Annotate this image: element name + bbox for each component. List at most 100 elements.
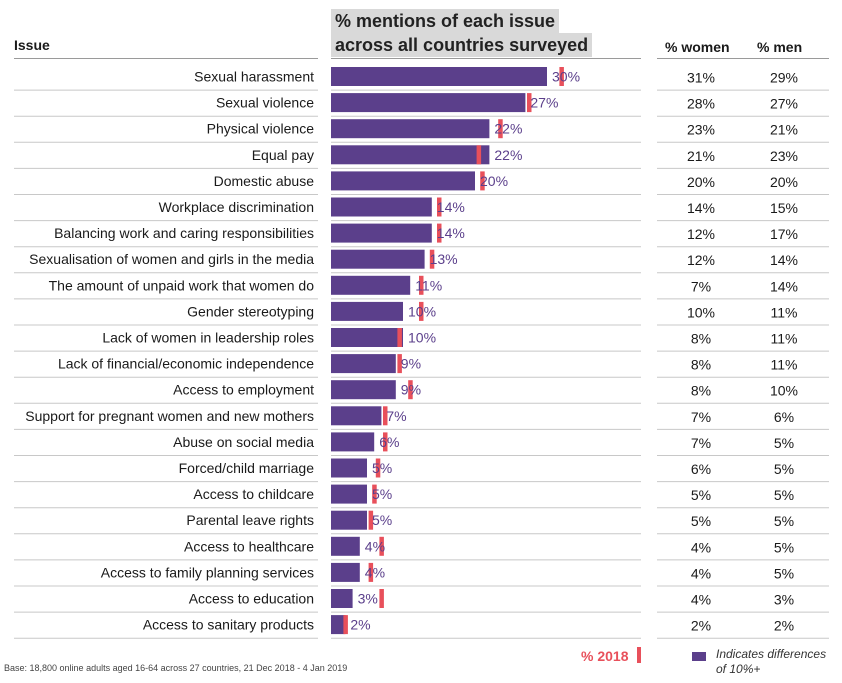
chart-title-line-2: across all countries surveyed [331,33,593,57]
value-label-row-8: 13% [430,251,458,267]
women-value-row-12: 8% [691,357,711,373]
value-label-row-12: 9% [401,356,421,372]
legend-2018-label: % 2018 [581,648,629,664]
women-value-row-18: 5% [691,513,711,529]
women-value-row-14: 7% [691,409,711,425]
men-value-row-20: 5% [774,565,794,581]
value-label-row-6: 14% [437,199,465,215]
bar-row-11 [331,328,403,347]
women-value-row-21: 4% [691,592,711,608]
men-value-row-4: 23% [770,148,798,164]
category-label-row-1: Sexual harassment [194,69,314,85]
marker-2018-row-4 [476,145,482,165]
men-value-row-16: 5% [774,461,794,477]
bar-row-21 [331,589,353,608]
women-value-row-3: 23% [687,122,715,138]
value-label-row-5: 20% [480,173,508,189]
marker-2018-row-21 [379,589,384,608]
women-value-row-2: 28% [687,96,715,112]
men-value-row-12: 11% [771,357,798,373]
bar-row-6 [331,197,432,217]
bar-row-22 [331,615,346,635]
value-label-row-18: 5% [372,512,392,528]
category-label-row-18: Parental leave rights [186,512,314,528]
chart-title-line-1: % mentions of each issue [331,9,560,33]
category-label-row-10: Gender stereotyping [187,303,314,319]
value-label-row-4: 22% [494,147,522,163]
legend-difference-swatch [692,652,706,661]
header-rule-issue [14,58,318,59]
women-value-row-15: 7% [691,435,711,451]
men-value-row-7: 17% [770,226,798,242]
bar-row-17 [331,484,367,504]
chart-title: % mentions of each issue across all coun… [331,9,613,58]
women-value-row-19: 4% [691,539,711,555]
marker-2018-row-5 [480,171,485,191]
category-label-row-14: Support for pregnant women and new mothe… [25,408,314,424]
men-value-row-15: 5% [774,435,794,451]
category-label-row-3: Physical violence [207,121,315,137]
category-label-row-15: Abuse on social media [173,434,314,450]
category-label-row-19: Access to healthcare [184,538,314,554]
value-label-row-10: 10% [408,303,436,319]
category-label-row-13: Access to employment [173,382,314,398]
men-value-row-5: 20% [770,174,798,190]
men-value-row-19: 5% [774,539,794,555]
men-value-row-22: 2% [774,618,794,634]
women-value-row-20: 4% [691,565,711,581]
value-label-row-13: 9% [401,382,421,398]
men-value-row-6: 15% [770,200,798,216]
marker-2018-row-1 [559,67,564,86]
bar-row-18 [331,510,367,530]
women-value-row-10: 10% [687,304,715,320]
men-value-row-13: 10% [770,383,798,399]
women-value-row-4: 21% [687,148,715,164]
value-label-row-2: 27% [530,95,558,111]
bar-row-7 [331,223,432,243]
marker-2018-row-10 [419,301,424,321]
category-label-row-16: Forced/child marriage [179,460,315,476]
marker-2018-row-9 [419,275,424,295]
women-value-row-17: 5% [691,487,711,503]
women-value-row-22: 2% [691,618,711,634]
bar-row-19 [331,536,360,556]
bar-row-12 [331,354,396,374]
category-label-row-12: Lack of financial/economic independence [58,356,314,372]
base-note: Base: 18,800 online adults aged 16-64 ac… [4,663,348,673]
bar-row-2 [331,93,526,113]
category-label-row-22: Access to sanitary products [143,617,314,633]
category-label-row-7: Balancing work and caring responsibiliti… [54,225,314,241]
legend-2018-marker [637,647,641,663]
marker-2018-row-15 [383,432,388,452]
category-label-row-4: Equal pay [252,147,314,163]
marker-2018-row-17 [372,484,377,504]
men-value-row-14: 6% [774,409,794,425]
legend-difference-label: Indicates differences of 10%+ [716,647,827,676]
men-value-row-11: 11% [771,331,798,347]
value-label-row-14: 7% [386,408,406,424]
category-label-row-20: Access to family planning services [101,564,314,580]
men-value-row-18: 5% [774,513,794,529]
marker-2018-row-2 [527,93,532,113]
women-value-row-11: 8% [691,331,711,347]
bar-row-3 [331,119,490,139]
value-label-row-22: 2% [350,617,370,633]
men-value-row-21: 3% [774,592,794,608]
women-value-row-13: 8% [691,383,711,399]
category-label-row-6: Workplace discrimination [159,199,314,215]
women-column-header: % women [665,39,730,55]
marker-2018-row-13 [408,380,413,400]
value-label-row-16: 5% [372,460,392,476]
category-label-row-9: The amount of unpaid work that women do [49,277,315,293]
header-rule-table [657,58,829,59]
bar-row-4 [331,145,490,165]
women-value-row-5: 20% [687,174,715,190]
women-value-row-9: 7% [691,278,711,294]
marker-2018-row-19 [379,536,384,556]
women-value-row-6: 14% [687,200,715,216]
value-label-row-1: 30% [552,69,580,85]
value-label-row-15: 6% [379,434,399,450]
men-value-row-10: 11% [771,304,798,320]
marker-2018-row-18 [368,510,374,530]
value-label-row-20: 4% [365,564,385,580]
